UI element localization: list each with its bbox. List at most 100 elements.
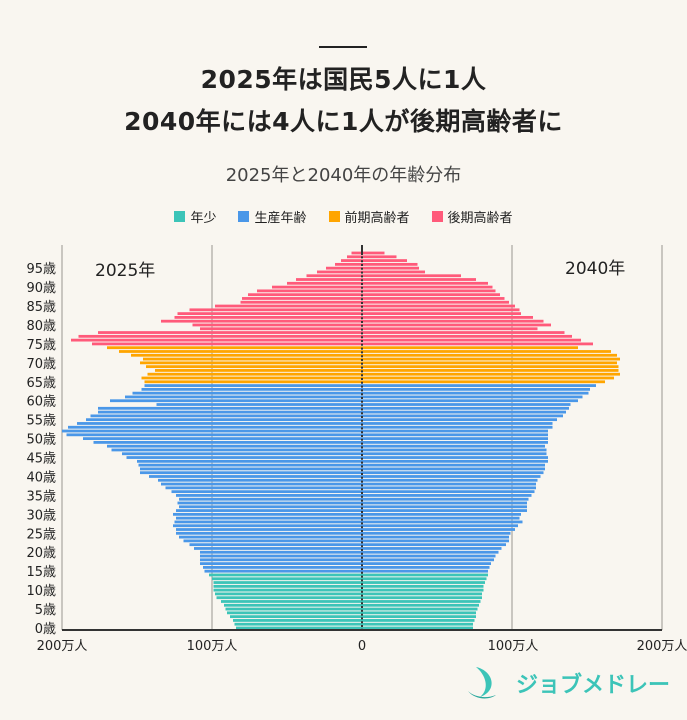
bar-2040年-age-87 [362,297,505,300]
bar-2025年-age-81 [161,319,362,323]
bar-2040年-age-2 [362,619,475,622]
bar-2025年-age-86 [240,300,362,304]
bar-2040年-age-94 [362,270,425,274]
legend-swatch [431,211,443,222]
bar-2025年-age-22 [189,543,362,547]
chart-subtitle: 2025年と2040年の年齢分布 [225,165,462,186]
bar-2025年-age-76 [71,338,362,342]
bar-2025年-age-49 [93,440,362,444]
bar-2025年-age-1 [234,622,362,626]
series-label-2025: 2025年 [95,261,155,281]
bar-2025年-age-50 [83,437,362,441]
bar-2040年-age-26 [362,528,515,531]
bar-2025年-age-90 [272,285,362,289]
age-tick-label: 65歳 [26,376,56,391]
legend-item-young-old: 前期高齢者 [328,207,410,226]
bar-2040年-age-56 [362,414,563,418]
legend-label: 年少 [190,211,217,226]
age-tick-label: 80歳 [26,319,56,334]
bar-2025年-age-56 [90,414,362,418]
bar-2025年-age-85 [215,304,362,308]
bar-2040年-age-93 [362,274,461,278]
bar-2025年-age-25 [176,531,362,535]
bar-2025年-age-37 [165,486,362,490]
bar-2040年-age-90 [362,285,493,289]
bar-2040年-age-21 [362,547,502,550]
bar-2040年-age-18 [362,558,494,562]
bar-2040年-age-75 [362,342,593,346]
series-label-2040: 2040年 [565,259,625,279]
bar-2025年-age-70 [140,361,362,365]
bar-2025年-age-72 [131,353,362,357]
bar-2040年-age-59 [362,403,571,406]
bar-2025年-age-40 [149,475,362,478]
bar-2025年-age-23 [183,539,362,543]
bar-2025年-age-36 [171,490,362,494]
bar-2040年-age-5 [362,607,478,611]
bar-2025年-age-54 [77,422,362,425]
bar-2040年-age-48 [362,444,545,448]
bar-2025年-age-62 [132,391,362,395]
bar-2040年-age-69 [362,365,619,369]
bar-2040年-age-1 [362,622,473,626]
bar-2025年-age-97 [341,259,362,262]
bar-2025年-age-34 [179,497,362,501]
bar-2025年-age-67 [147,372,362,376]
bar-2040年-age-4 [362,611,476,615]
x-tick-label: 200万人 [37,639,88,654]
age-tick-label: 0歳 [35,622,56,637]
bar-2040年-age-54 [362,422,553,425]
bar-2040年-age-97 [362,259,407,262]
bar-2025年-age-18 [200,558,362,562]
bar-2025年-age-93 [306,274,362,278]
bar-2025年-age-26 [176,528,362,531]
bar-2040年-age-86 [362,300,509,304]
bar-2040年-age-25 [362,531,511,535]
bar-2025年-age-98 [347,255,362,259]
bar-2025年-age-5 [225,607,362,611]
bar-2025年-age-41 [140,471,362,475]
bar-2025年-age-20 [200,550,362,554]
title-rule [319,46,367,48]
bar-2040年-age-46 [362,452,547,456]
bar-2040年-age-95 [362,266,419,270]
bar-2025年-age-47 [111,448,362,452]
bar-2040年-age-37 [362,486,536,490]
bar-2040年-age-72 [362,353,617,357]
bar-2025年-age-99 [351,251,362,255]
bar-2040年-age-28 [362,520,523,524]
bar-2025年-age-19 [200,554,362,558]
bar-2040年-age-30 [362,512,521,516]
bar-2025年-age-57 [98,410,362,414]
bar-2025年-age-14 [209,573,362,577]
bar-2040年-age-79 [362,327,538,331]
bar-2025年-age-3 [230,615,362,619]
bar-2040年-age-42 [362,467,545,471]
bar-2040年-age-71 [362,357,620,361]
bar-2040年-age-81 [362,319,544,323]
bar-2025年-age-91 [287,281,362,285]
age-tick-label: 40歳 [26,470,56,485]
bar-2040年-age-60 [362,399,578,403]
bar-2040年-age-43 [362,463,545,467]
bar-2025年-age-4 [227,611,362,615]
bar-2025年-age-94 [317,270,362,274]
age-tick-label: 30歳 [26,508,56,523]
bar-2040年-age-67 [362,372,620,376]
bar-2025年-age-45 [126,456,362,459]
bar-2025年-age-44 [137,459,362,463]
bar-2040年-age-73 [362,350,611,353]
logo-text: ジョブメドレー [516,673,671,698]
bar-2040年-age-98 [362,255,397,259]
bar-2040年-age-41 [362,471,544,475]
bar-2025年-age-27 [173,524,362,528]
bar-2025年-age-2 [233,619,362,622]
age-tick-label: 50歳 [26,433,56,448]
bar-2040年-age-77 [362,334,572,338]
bar-2025年-age-84 [189,308,362,312]
bar-2040年-age-10 [362,588,484,592]
bar-2025年-age-95 [326,266,362,270]
bar-2040年-age-19 [362,554,496,558]
bar-2040年-age-27 [362,524,518,528]
